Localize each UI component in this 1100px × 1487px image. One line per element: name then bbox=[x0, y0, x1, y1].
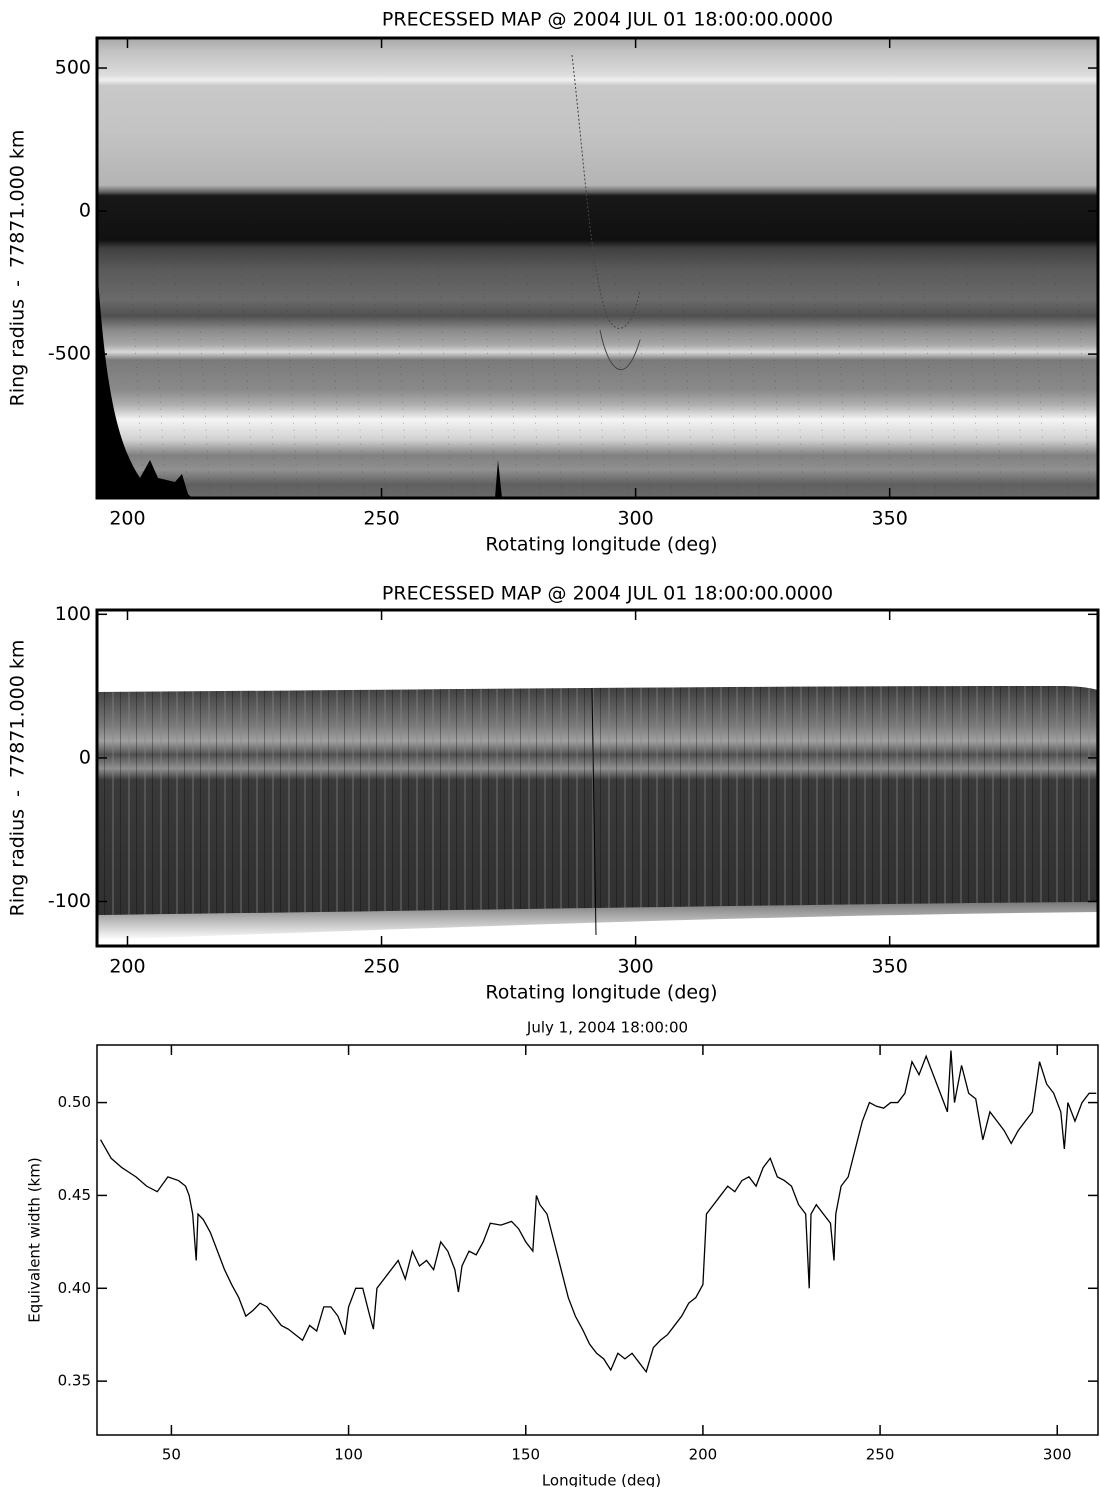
y-tick-label: 0.45 bbox=[58, 1186, 91, 1204]
x-axis-label: Longitude (deg) bbox=[542, 1472, 661, 1487]
x-tick-label: 300 bbox=[1043, 1446, 1072, 1464]
x-tick-label: 200 bbox=[109, 956, 145, 978]
x-tick-label: 200 bbox=[109, 508, 145, 530]
x-tick-label: 50 bbox=[162, 1446, 181, 1464]
map-shadow bbox=[495, 460, 502, 498]
map-trace bbox=[591, 687, 597, 936]
y-tick-label: 0.40 bbox=[58, 1279, 91, 1297]
chart-title: PRECESSED MAP @ 2004 JUL 01 18:00:00.000… bbox=[382, 583, 833, 605]
x-tick-label: 200 bbox=[689, 1446, 718, 1464]
y-tick-label: 0 bbox=[79, 746, 91, 768]
y-axis-label: Ring radius - 77871.000 km bbox=[7, 130, 29, 407]
chart-title: July 1, 2004 18:00:00 bbox=[526, 1019, 688, 1037]
x-tick-label: 350 bbox=[872, 956, 908, 978]
x-tick-label: 150 bbox=[511, 1446, 540, 1464]
map-stripes bbox=[97, 686, 1098, 915]
x-tick-label: 300 bbox=[617, 956, 653, 978]
plot-frame bbox=[95, 36, 1100, 500]
y-axis-label: Equivalent width (km) bbox=[26, 1157, 44, 1322]
x-axis-label: Rotating longitude (deg) bbox=[485, 982, 717, 1004]
y-tick-label: -500 bbox=[48, 343, 91, 365]
map-curve bbox=[571, 54, 641, 329]
y-tick-label: 0.35 bbox=[58, 1372, 91, 1390]
x-tick-label: 250 bbox=[363, 956, 399, 978]
panel: July 1, 2004 18:00:00 50 100 150 200 250 300 0.… bbox=[26, 1019, 1099, 1487]
panel: PRECESSED MAP @ 2004 JUL 01 18:00:00.000… bbox=[7, 583, 1100, 1004]
x-tick-label: 250 bbox=[363, 508, 399, 530]
y-tick-label: 0 bbox=[79, 200, 91, 222]
map-image bbox=[97, 38, 1098, 498]
x-tick-label: 350 bbox=[872, 508, 908, 530]
plot-frame bbox=[95, 608, 1100, 948]
x-tick-label: 250 bbox=[866, 1446, 895, 1464]
y-tick-label: -100 bbox=[48, 890, 91, 912]
y-tick-label: 500 bbox=[55, 57, 91, 79]
data-line bbox=[99, 1050, 1097, 1374]
panel: PRECESSED MAP @ 2004 JUL 01 18:00:00.000… bbox=[7, 9, 1100, 556]
y-tick-label: 100 bbox=[55, 603, 91, 625]
map-curve bbox=[599, 329, 641, 370]
y-axis-label: Ring radius - 77871.000 km bbox=[7, 640, 29, 917]
x-tick-label: 100 bbox=[334, 1446, 363, 1464]
x-tick-label: 300 bbox=[617, 508, 653, 530]
x-axis-label: Rotating longitude (deg) bbox=[485, 534, 717, 556]
y-tick-label: 0.50 bbox=[58, 1093, 91, 1111]
chart-title: PRECESSED MAP @ 2004 JUL 01 18:00:00.000… bbox=[382, 9, 833, 31]
map-shadow bbox=[97, 265, 192, 498]
plot-frame bbox=[96, 1044, 1099, 1436]
